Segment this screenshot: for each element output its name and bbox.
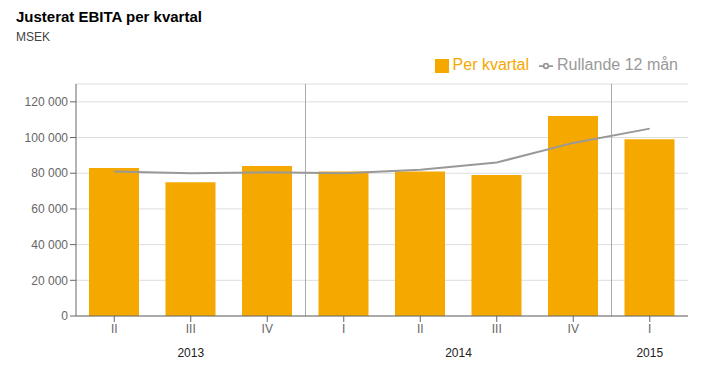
html-text:Rullande 12 mån: Rullande 12 mån bbox=[557, 56, 678, 73]
svg-text:IV: IV bbox=[262, 322, 273, 336]
svg-text:2014: 2014 bbox=[445, 346, 472, 360]
svg-text:100 000: 100 000 bbox=[25, 131, 69, 145]
svg-text:I: I bbox=[342, 322, 345, 336]
svg-text:2015: 2015 bbox=[636, 346, 663, 360]
svg-text:2013: 2013 bbox=[177, 346, 204, 360]
svg-text:40 000: 40 000 bbox=[31, 238, 68, 252]
svg-text:IV: IV bbox=[568, 322, 579, 336]
svg-text:60 000: 60 000 bbox=[31, 202, 68, 216]
svg-text:III: III bbox=[492, 322, 502, 336]
svg-text:III: III bbox=[186, 322, 196, 336]
svg-text:80 000: 80 000 bbox=[31, 166, 68, 180]
svg-text:0: 0 bbox=[61, 309, 68, 323]
svg-text:II: II bbox=[111, 322, 118, 336]
html-text:MSEK: MSEK bbox=[16, 30, 50, 44]
svg-text:II: II bbox=[417, 322, 424, 336]
html-text:Per kvartal: Per kvartal bbox=[452, 56, 529, 73]
svg-text:120 000: 120 000 bbox=[25, 95, 69, 109]
svg-text:20 000: 20 000 bbox=[31, 274, 68, 288]
svg-text:I: I bbox=[648, 322, 651, 336]
html-text:Justerat EBITA per kvartal: Justerat EBITA per kvartal bbox=[16, 8, 202, 25]
